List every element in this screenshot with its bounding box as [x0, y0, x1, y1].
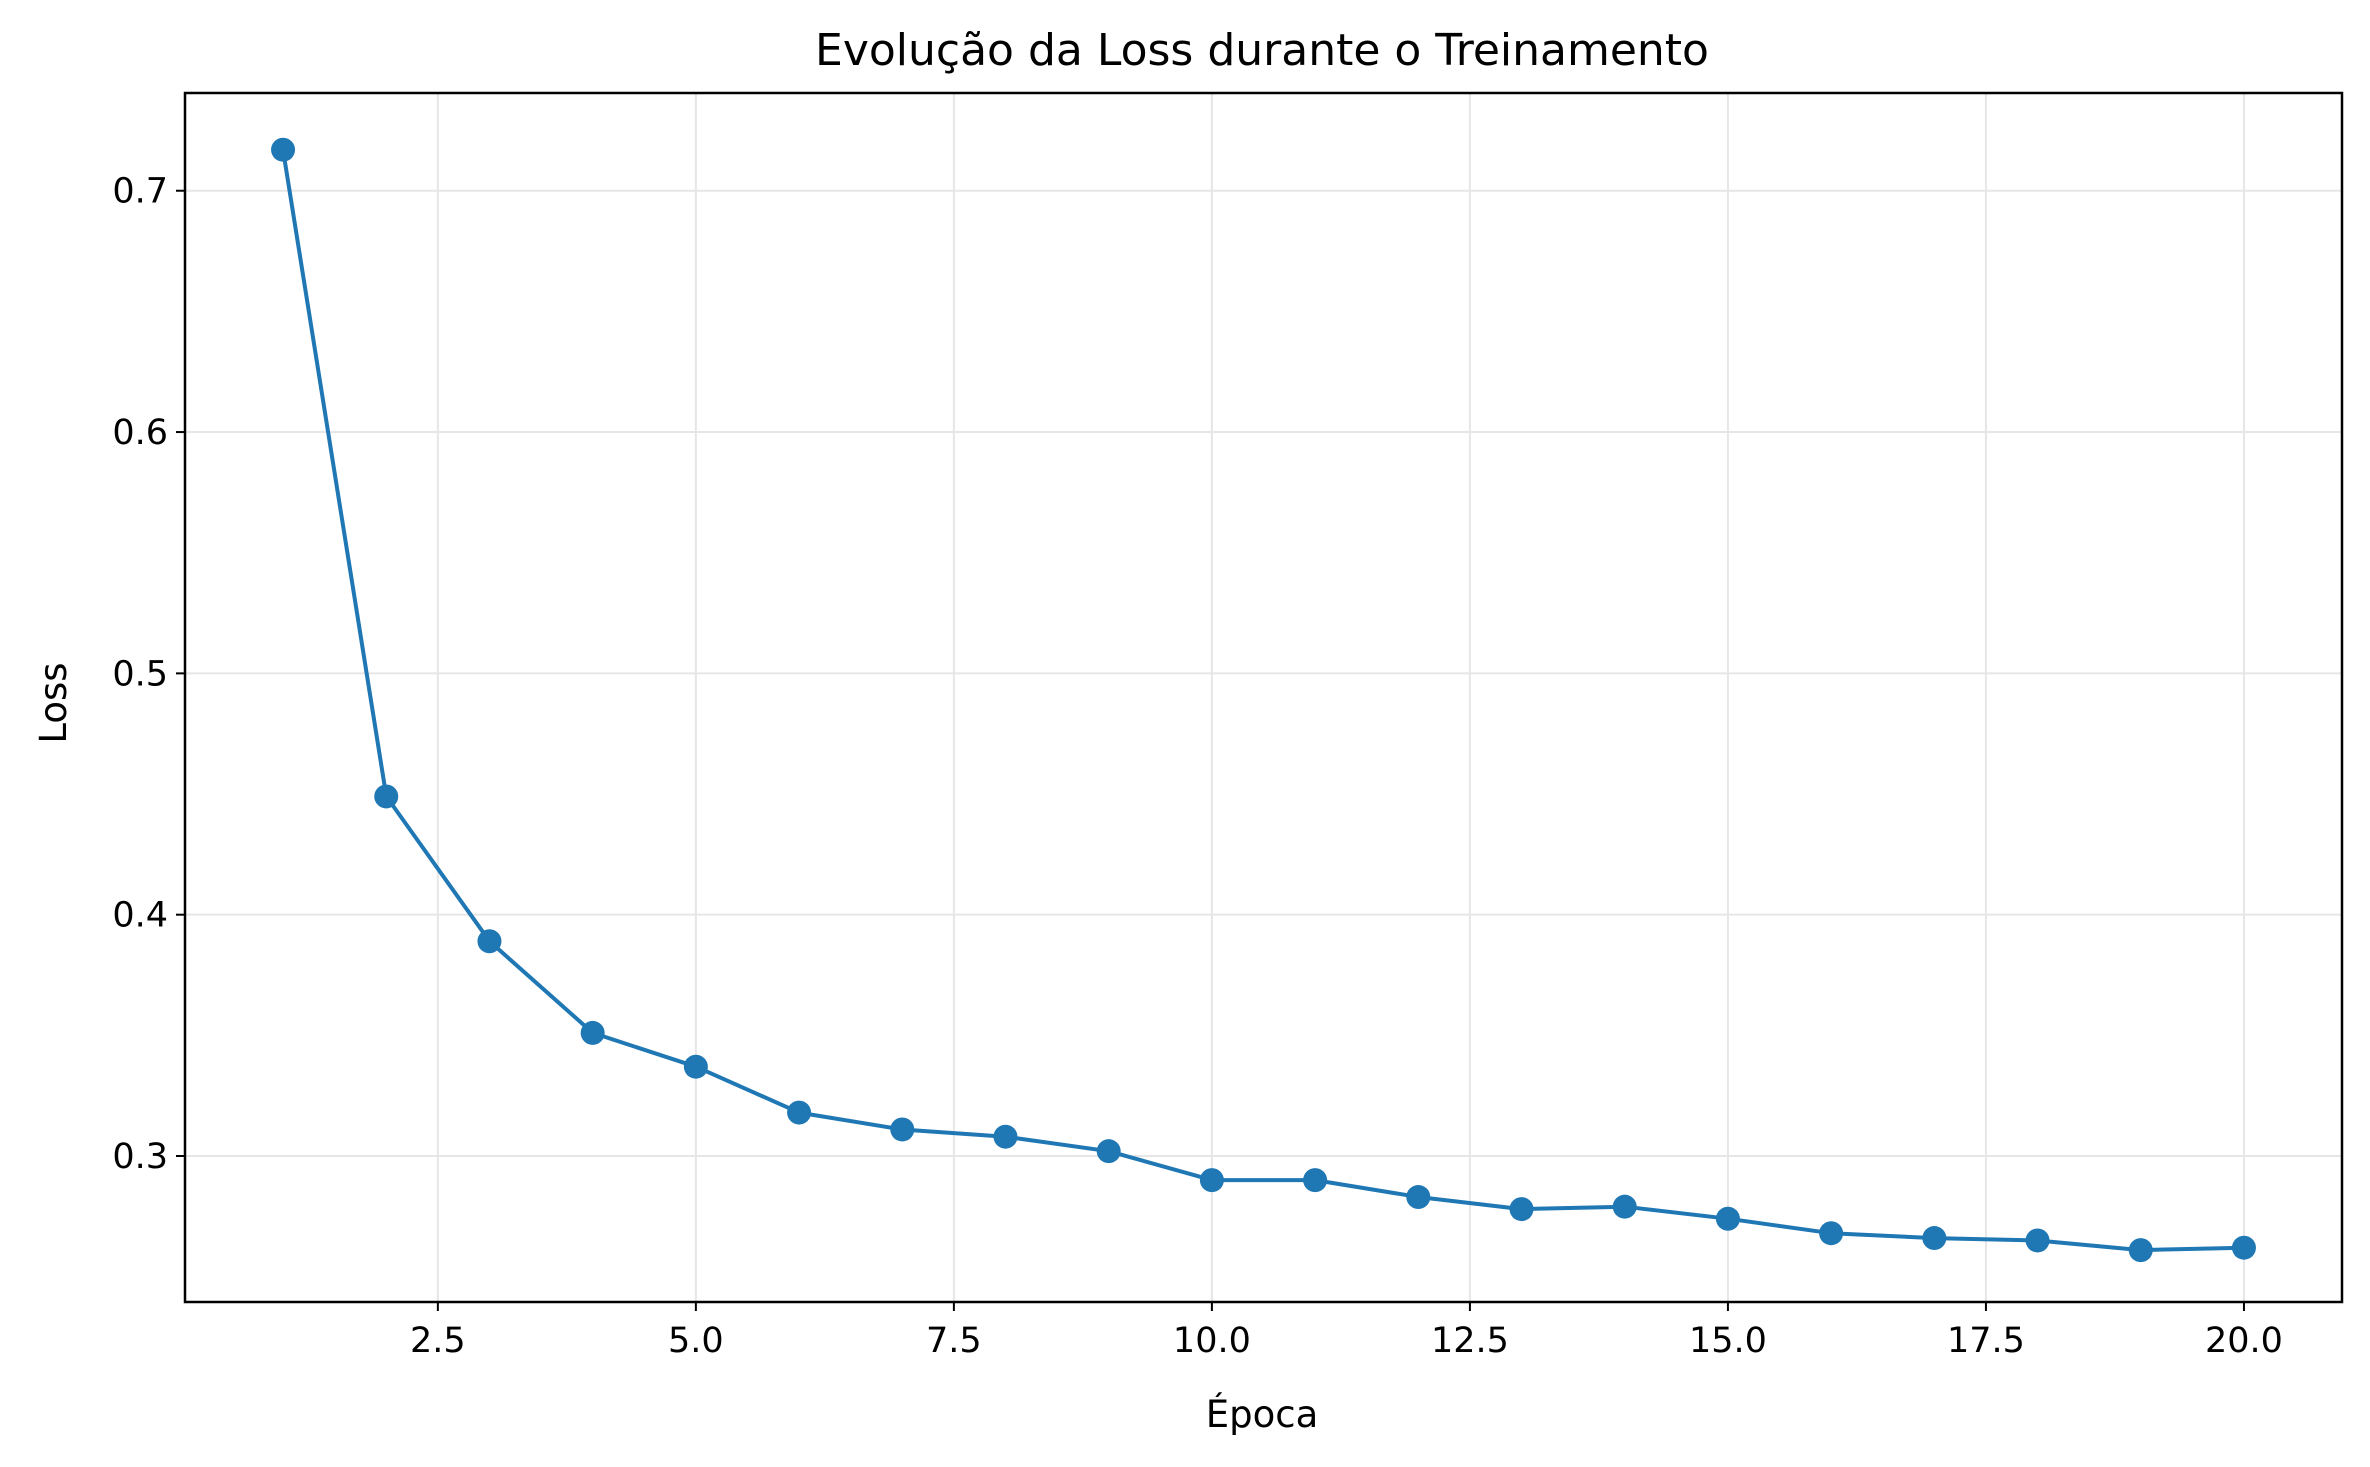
y-axis: 0.3 0.4 0.5 0.6 0.7 [112, 172, 185, 1177]
x-tick-label: 7.5 [926, 1321, 982, 1361]
x-axis: 2.5 5.0 7.5 10.0 12.5 15.0 17.5 20.0 [410, 1302, 2283, 1361]
x-tick-label: 12.5 [1431, 1321, 1509, 1361]
loss-point [993, 1124, 1018, 1149]
x-axis-label: Época [1206, 1392, 1319, 1436]
y-tick-label: 0.4 [112, 896, 168, 936]
loss-point [787, 1100, 812, 1125]
y-tick-label: 0.6 [112, 413, 168, 453]
plot-frame [183, 91, 2344, 1304]
loss-point [1199, 1168, 1224, 1193]
loss-point [683, 1054, 708, 1079]
loss-point [1612, 1194, 1637, 1219]
chart-title: Evolução da Loss durante o Treinamento [815, 25, 1709, 76]
x-tick-label: 5.0 [668, 1321, 724, 1361]
x-tick-label: 17.5 [1947, 1321, 2025, 1361]
y-axis-label: Loss [32, 662, 75, 743]
loss-series-line [281, 147, 2246, 1253]
y-tick-label: 0.3 [112, 1137, 168, 1177]
x-tick-label: 20.0 [2205, 1321, 2283, 1361]
loss-point [1303, 1168, 1328, 1193]
x-tick-label: 15.0 [1689, 1321, 1767, 1361]
loss-point [1922, 1226, 1947, 1251]
x-tick-label: 10.0 [1173, 1321, 1251, 1361]
loss-point [1819, 1221, 1844, 1246]
y-tick-label: 0.5 [112, 654, 168, 694]
y-tick-label: 0.7 [112, 172, 168, 212]
loss-point [1406, 1185, 1431, 1210]
loss-point [2128, 1238, 2153, 1263]
loss-point [890, 1117, 915, 1142]
grid [185, 93, 2342, 1302]
loss-point [2231, 1235, 2256, 1260]
loss-point [374, 784, 399, 809]
loss-point [2025, 1228, 2050, 1253]
loss-point [271, 137, 296, 162]
loss-point [1715, 1206, 1740, 1231]
x-tick-label: 2.5 [410, 1321, 466, 1361]
loss-point [477, 929, 502, 954]
loss-point [1096, 1139, 1121, 1164]
loss-point [1509, 1197, 1534, 1222]
series-layer [271, 137, 2256, 1263]
loss-point [580, 1020, 605, 1045]
